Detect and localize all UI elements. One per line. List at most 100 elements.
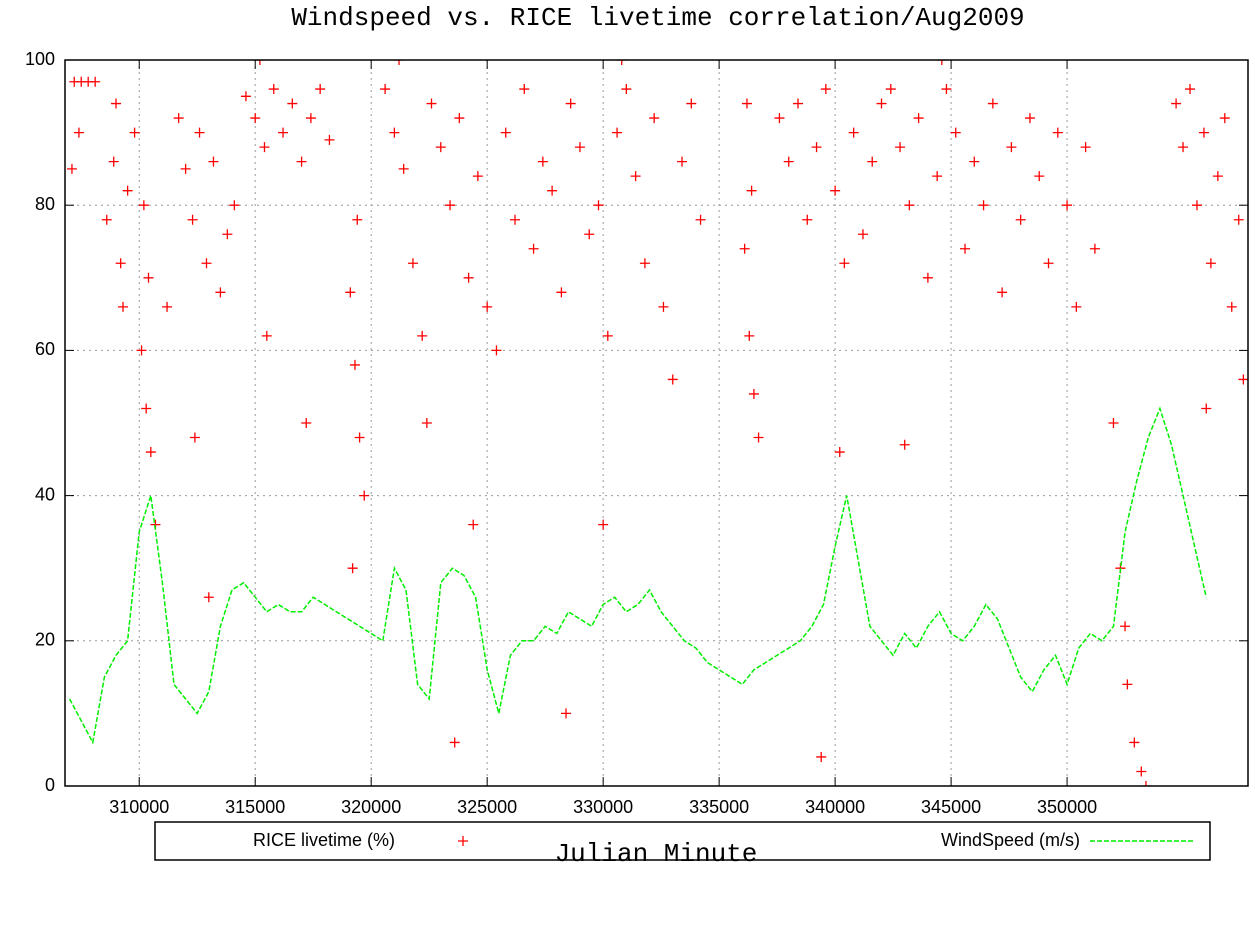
point	[398, 163, 409, 174]
point	[792, 98, 803, 109]
point	[746, 185, 757, 196]
point	[602, 330, 613, 341]
x-tick-label: 345000	[921, 797, 981, 817]
point	[616, 60, 627, 65]
point	[296, 156, 307, 167]
legend-marker	[458, 836, 468, 846]
point	[528, 243, 539, 254]
point	[349, 359, 360, 370]
point	[876, 98, 887, 109]
point	[744, 330, 755, 341]
point	[978, 200, 989, 211]
point	[612, 127, 623, 138]
line	[68, 406, 1207, 745]
point	[111, 98, 122, 109]
point	[449, 737, 460, 748]
point	[950, 127, 961, 138]
point	[677, 156, 688, 167]
point	[1198, 127, 1209, 138]
point	[658, 301, 669, 312]
chart-title: Windspeed vs. RICE livetime correlation/…	[291, 3, 1024, 33]
point	[463, 272, 474, 283]
point	[932, 171, 943, 182]
x-tick-label: 310000	[109, 797, 169, 817]
point	[136, 345, 147, 356]
point	[1226, 301, 1237, 312]
point	[834, 447, 845, 458]
point	[380, 84, 391, 95]
point	[1089, 243, 1100, 254]
point	[215, 287, 226, 298]
point	[122, 185, 133, 196]
point	[848, 127, 859, 138]
point	[895, 142, 906, 153]
point	[1205, 258, 1216, 269]
point	[1219, 113, 1230, 124]
point	[394, 60, 405, 65]
point	[667, 374, 678, 385]
point	[1136, 766, 1147, 777]
point	[987, 98, 998, 109]
y-tick-label: 80	[35, 194, 55, 214]
point	[695, 214, 706, 225]
point	[904, 200, 915, 211]
point	[129, 127, 140, 138]
point	[1201, 403, 1212, 414]
point	[435, 142, 446, 153]
point	[913, 113, 924, 124]
point	[203, 592, 214, 603]
point	[867, 156, 878, 167]
point	[73, 127, 84, 138]
point	[649, 113, 660, 124]
point	[115, 258, 126, 269]
point	[141, 403, 152, 414]
point	[969, 156, 980, 167]
point	[899, 439, 910, 450]
point	[1006, 142, 1017, 153]
point	[108, 156, 119, 167]
point	[739, 243, 750, 254]
point	[1171, 98, 1182, 109]
point	[472, 171, 483, 182]
point	[189, 432, 200, 443]
point	[162, 301, 173, 312]
point	[208, 156, 219, 167]
point	[268, 84, 279, 95]
point	[748, 388, 759, 399]
point	[417, 330, 428, 341]
point	[407, 258, 418, 269]
point	[1178, 142, 1189, 153]
point	[519, 84, 530, 95]
point	[222, 229, 233, 240]
point	[482, 301, 493, 312]
point	[354, 432, 365, 443]
point	[1238, 374, 1248, 385]
legend-box	[154, 821, 1211, 861]
point	[1071, 301, 1082, 312]
point	[686, 98, 697, 109]
point	[1062, 200, 1073, 211]
point	[1034, 171, 1045, 182]
x-tick-label: 340000	[805, 797, 865, 817]
point	[783, 156, 794, 167]
point	[421, 418, 432, 428]
point	[201, 258, 212, 269]
y-tick-label: 20	[35, 630, 55, 650]
point	[454, 113, 465, 124]
point	[857, 229, 868, 240]
x-tick-label: 330000	[573, 797, 633, 817]
point	[101, 214, 112, 225]
point	[885, 84, 896, 95]
point	[138, 200, 149, 211]
point	[1129, 737, 1140, 748]
point	[1185, 84, 1196, 95]
point	[359, 490, 370, 501]
y-tick-label: 60	[35, 339, 55, 359]
point	[194, 127, 205, 138]
x-tick-label: 315000	[225, 797, 285, 817]
point	[145, 447, 156, 458]
point	[802, 214, 813, 225]
plot-frame	[64, 59, 1249, 787]
point	[389, 127, 400, 138]
